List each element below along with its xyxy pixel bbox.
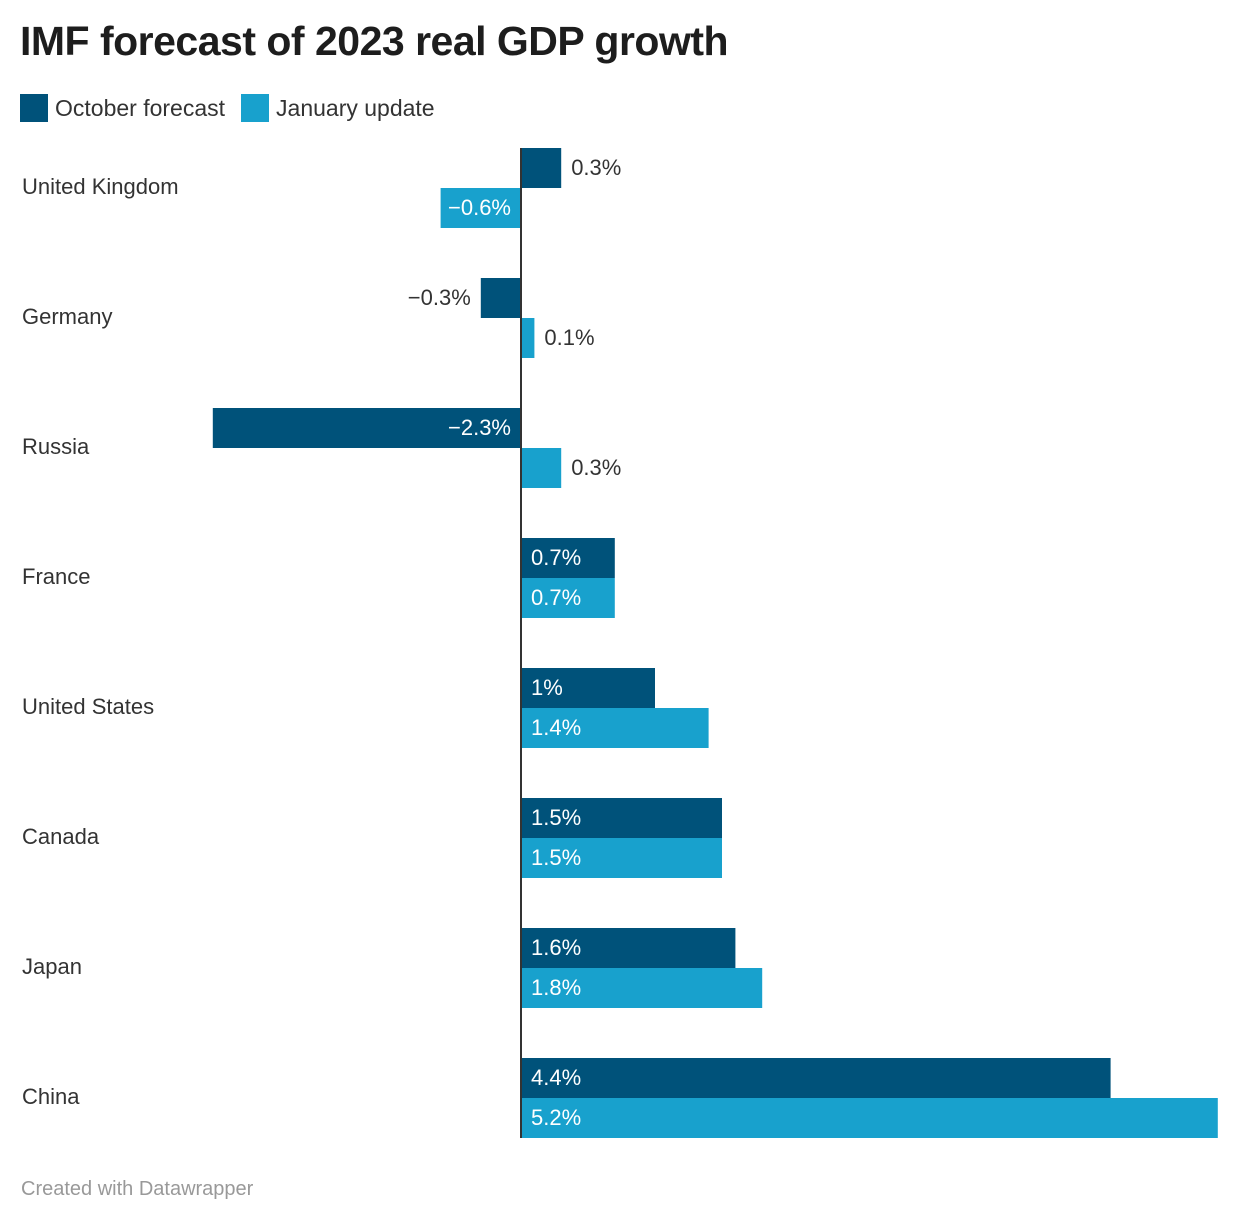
category-label: Japan (22, 954, 82, 979)
value-label-january: 0.3% (571, 455, 621, 480)
value-label-october: 4.4% (531, 1065, 581, 1090)
legend-swatch-january (241, 94, 270, 122)
category-label: United States (22, 694, 154, 719)
value-label-january: 1.8% (531, 975, 581, 1000)
legend: October forecast January update (20, 93, 451, 123)
bar-january (521, 968, 763, 1008)
value-label-october: −2.3% (448, 415, 511, 440)
value-label-january: −0.6% (448, 195, 511, 220)
legend-swatch-october (20, 94, 48, 122)
bar-october (521, 148, 562, 188)
bar-october (521, 1058, 1111, 1098)
bar-october (521, 668, 655, 708)
category-label: United Kingdom (22, 174, 179, 199)
category-label: China (22, 1084, 80, 1109)
value-label-october: 0.7% (531, 545, 581, 570)
category-label: France (22, 564, 90, 589)
bar-january (521, 448, 562, 488)
value-label-october: 0.3% (571, 155, 621, 180)
bar-january (440, 188, 521, 228)
legend-label-january: January update (276, 94, 435, 121)
bar-january (521, 1098, 1218, 1138)
bar-january (521, 318, 535, 358)
value-label-january: 1.5% (531, 845, 581, 870)
bar-october (212, 408, 522, 448)
value-label-january: 5.2% (531, 1105, 581, 1130)
chart-title: IMF forecast of 2023 real GDP growth (20, 18, 729, 64)
value-label-october: 1% (531, 675, 563, 700)
footer-credit: Created with Datawrapper (21, 1178, 254, 1200)
legend-item-january: January update (241, 94, 435, 122)
bar-october (521, 928, 736, 968)
bar-october (521, 798, 722, 838)
category-label: Russia (22, 434, 90, 459)
value-label-october: 1.6% (531, 935, 581, 960)
bar-january (521, 578, 615, 618)
bar-october (480, 278, 521, 318)
bar-october (521, 538, 615, 578)
category-label: Germany (22, 304, 112, 329)
value-label-january: 0.1% (544, 325, 594, 350)
value-label-january: 1.4% (531, 715, 581, 740)
value-label-january: 0.7% (531, 585, 581, 610)
legend-label-october: October forecast (55, 94, 226, 121)
category-label: Canada (22, 824, 100, 849)
bar-january (521, 708, 709, 748)
value-label-october: 1.5% (531, 805, 581, 830)
legend-item-october: October forecast (20, 94, 225, 122)
value-label-october: −0.3% (408, 285, 471, 310)
bar-january (521, 838, 722, 878)
